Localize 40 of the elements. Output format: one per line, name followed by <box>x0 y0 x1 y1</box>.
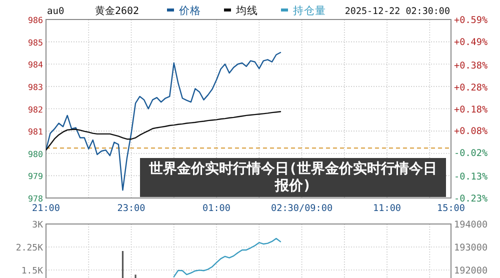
line-series <box>173 238 282 278</box>
y-tick-label: 980 <box>28 148 43 159</box>
chart-subtitle: au0 <box>47 6 64 17</box>
x-tick-label: 21:00 <box>32 203 60 214</box>
x-tick-label: 23:00 <box>117 203 146 214</box>
y-tick-label: 982 <box>28 104 43 114</box>
x-tick-label: 15:00 <box>437 203 465 214</box>
chart-title: 黄金2602 <box>95 5 140 17</box>
line-series <box>46 111 282 151</box>
y2-tick-label: +0.49% <box>454 36 488 48</box>
y2-tick-label: -0.23% <box>454 194 488 204</box>
y-tick-label: 3K <box>32 220 44 230</box>
y2-tick-label: 194000 <box>454 220 488 230</box>
y-tick-label: 979 <box>28 171 43 182</box>
y2-tick-label: -0.02% <box>454 148 488 159</box>
y2-tick-label: -0.13% <box>454 172 488 183</box>
caption: 世界金价实时行情今日(世界金价实时行情今日报价) <box>140 158 446 197</box>
x-tick-label: 11:00 <box>373 203 402 214</box>
y-tick-label: 2.25K <box>16 244 44 254</box>
text: 2025-12-22 02:30:00 <box>344 6 450 17</box>
y2-tick-label: +0.18% <box>454 104 488 116</box>
legend-label: 均线 <box>235 4 258 17</box>
y-tick-label: 985 <box>28 37 43 48</box>
y2-tick-label: +0.38% <box>454 60 488 72</box>
annotation: 世界金价实时行情今日(世界金价实时行情今日报价) <box>148 160 438 194</box>
y-tick-label: 1.5K <box>21 266 44 277</box>
x-tick-label: 01:00 <box>202 203 231 214</box>
y2-tick-label: +0.28% <box>454 82 488 94</box>
y-tick-label: 981 <box>28 126 43 137</box>
y2-tick-label: 193000 <box>454 242 488 254</box>
legend-label: 持仓量 <box>293 5 326 17</box>
y2-tick-label: +0.59% <box>454 15 488 26</box>
y2-tick-label: 192000 <box>454 265 488 276</box>
y-tick-label: 986 <box>28 15 43 25</box>
y-tick-label: 983 <box>28 82 43 92</box>
y2-tick-label: +0.08% <box>454 126 488 138</box>
x-tick-label: 02:30/09:00 <box>271 203 333 214</box>
y-tick-label: 984 <box>28 60 43 70</box>
y-tick-label: 978 <box>28 194 43 204</box>
legend-label: 价格 <box>178 5 201 17</box>
